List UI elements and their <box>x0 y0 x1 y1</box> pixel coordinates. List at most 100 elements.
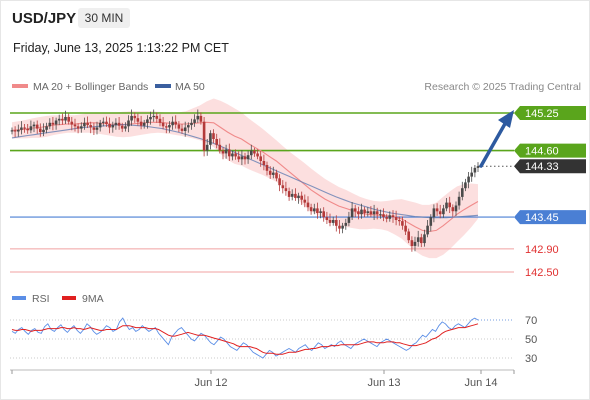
candle <box>347 211 351 227</box>
candle <box>375 207 379 220</box>
candle <box>363 206 366 218</box>
candle <box>438 204 442 219</box>
candle <box>76 123 80 134</box>
candle <box>10 127 14 135</box>
candle <box>114 118 118 130</box>
candle-body <box>451 207 455 212</box>
candle <box>146 115 149 129</box>
timeframe-button[interactable]: 30 MIN <box>78 8 130 28</box>
rsi-line <box>11 317 479 359</box>
candle-body <box>133 115 137 119</box>
candle-body <box>290 193 294 197</box>
candle-body <box>410 240 414 246</box>
candle-body <box>268 170 272 175</box>
candle-body <box>385 217 388 219</box>
candle-body <box>13 130 17 132</box>
x-axis: Jun 12 Jun 13 Jun 14 <box>10 369 515 389</box>
candle-body <box>117 122 121 126</box>
candle-body <box>199 115 203 122</box>
candle-body <box>108 124 111 128</box>
candle-body <box>161 122 165 127</box>
candle-body <box>335 220 338 226</box>
candle-body <box>152 115 155 118</box>
candle <box>83 117 86 130</box>
candle <box>183 121 187 137</box>
level-label-text: 145.25 <box>525 108 559 120</box>
candle <box>275 169 278 182</box>
candle-body <box>438 211 442 215</box>
candle-body <box>187 125 190 128</box>
candle-body <box>149 117 152 120</box>
candle-body <box>177 124 181 129</box>
rsi-legend-label: RSI <box>32 293 50 305</box>
candle <box>149 111 152 125</box>
candle <box>161 117 165 130</box>
x-tick-label-1: Jun 13 <box>367 377 400 389</box>
candle <box>410 236 414 252</box>
candle <box>127 115 130 133</box>
candle-body <box>102 121 105 123</box>
candle <box>196 109 200 123</box>
candle-body <box>328 220 332 223</box>
candle-body <box>423 234 426 244</box>
candle <box>168 121 171 133</box>
candle <box>328 213 332 227</box>
candle <box>372 204 376 220</box>
candle-body <box>42 129 45 133</box>
candle <box>360 203 363 219</box>
level-label-3: 143.45 <box>514 210 586 225</box>
level-label-text: 144.33 <box>525 161 559 173</box>
candle-body <box>401 221 404 226</box>
candle-body <box>375 211 379 215</box>
candle-body <box>420 237 423 244</box>
candle <box>398 216 401 226</box>
candle <box>209 130 212 150</box>
candle <box>180 124 184 134</box>
candle-body <box>445 202 448 209</box>
candle <box>391 210 395 223</box>
candle-body <box>366 211 370 213</box>
candle-body <box>300 195 303 200</box>
legend-swatch-ma20 <box>12 84 28 88</box>
candle-body <box>146 119 149 123</box>
candle <box>464 178 467 192</box>
candle <box>228 143 231 161</box>
candle-body <box>237 156 240 160</box>
level-label-1: 144.60 <box>514 143 586 158</box>
candle-body <box>228 149 231 157</box>
candle <box>35 120 39 134</box>
candle <box>108 117 111 134</box>
candle-body <box>114 122 118 126</box>
rsi-tick-70: 70 <box>525 315 537 327</box>
candle <box>448 196 451 213</box>
level-label-tag <box>514 159 586 174</box>
candle <box>73 118 77 132</box>
candle <box>102 117 105 127</box>
candle-body <box>26 128 29 131</box>
candle-body <box>174 121 177 125</box>
candle-body <box>17 129 20 132</box>
candle-body <box>83 122 86 127</box>
candle <box>139 115 143 130</box>
candle <box>457 191 461 210</box>
candle-body <box>372 211 376 215</box>
candle <box>95 121 99 135</box>
candle-body <box>234 153 237 157</box>
forecast-arrow <box>479 110 514 168</box>
candle <box>193 114 196 127</box>
candle-body <box>32 124 36 127</box>
candle-body <box>413 241 417 246</box>
level-label-tag <box>514 106 586 120</box>
candle <box>29 120 33 134</box>
candle <box>281 180 285 194</box>
candle <box>218 138 222 154</box>
candle <box>92 122 96 135</box>
rsi-ma9-line <box>11 323 479 355</box>
candle-body <box>322 211 325 218</box>
candle-body <box>142 122 146 126</box>
candle-body <box>316 208 319 213</box>
candle <box>467 172 470 189</box>
candle-body <box>350 208 354 218</box>
candle <box>313 203 316 215</box>
candle-body <box>275 172 278 179</box>
